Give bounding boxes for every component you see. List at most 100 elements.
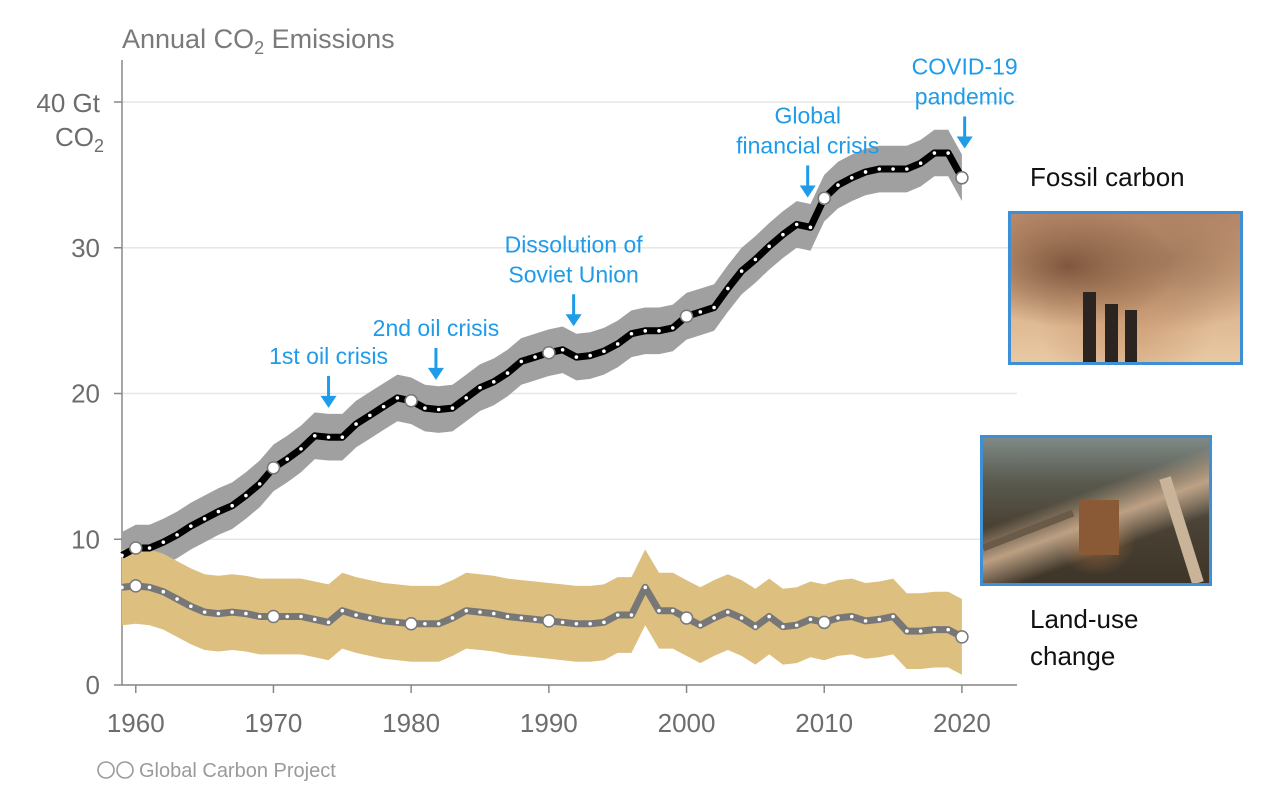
data-point bbox=[285, 457, 290, 461]
data-point bbox=[423, 621, 427, 626]
data-point bbox=[147, 546, 152, 550]
data-point bbox=[519, 616, 524, 620]
data-point bbox=[368, 616, 372, 620]
highlight-point bbox=[266, 609, 281, 624]
annotation-label: COVID-19 bbox=[912, 53, 1018, 79]
highlight-point bbox=[266, 461, 281, 475]
data-point bbox=[312, 617, 317, 622]
highlight-point bbox=[129, 541, 143, 555]
data-point bbox=[326, 620, 331, 625]
tree-stump bbox=[1079, 500, 1119, 555]
data-point bbox=[946, 627, 950, 632]
x-tick-label: 1960 bbox=[107, 708, 165, 738]
data-point bbox=[670, 326, 675, 330]
data-point bbox=[877, 617, 882, 622]
data-point bbox=[698, 310, 703, 314]
data-point bbox=[381, 619, 386, 623]
annotation-arrowhead bbox=[320, 395, 337, 408]
data-point bbox=[629, 613, 634, 617]
chimney-3 bbox=[1125, 310, 1137, 362]
data-point bbox=[147, 585, 152, 590]
data-point bbox=[753, 257, 758, 262]
data-point bbox=[560, 620, 565, 625]
data-point bbox=[905, 167, 909, 171]
highlight-point bbox=[817, 191, 831, 205]
data-point bbox=[202, 517, 207, 521]
smokestacks-photo bbox=[1008, 211, 1243, 365]
data-point bbox=[836, 616, 840, 620]
credit-text: Global Carbon Project bbox=[139, 760, 336, 782]
y-tick-label: 10 bbox=[71, 524, 100, 554]
highlight-point bbox=[129, 579, 143, 593]
highlight-point bbox=[955, 630, 969, 644]
data-point bbox=[423, 406, 427, 410]
data-point bbox=[257, 482, 262, 486]
data-point bbox=[574, 355, 579, 359]
deforestation-photo bbox=[980, 435, 1212, 586]
data-point bbox=[574, 621, 579, 626]
credit: Global Carbon Project bbox=[97, 760, 336, 782]
annotation-arrowhead bbox=[956, 136, 973, 149]
data-point bbox=[533, 617, 537, 622]
data-point bbox=[120, 553, 124, 558]
data-point bbox=[505, 614, 510, 619]
data-point bbox=[189, 604, 193, 609]
data-point bbox=[657, 329, 661, 333]
data-point bbox=[794, 222, 799, 227]
data-point bbox=[491, 380, 496, 384]
annotation-label: Soviet Union bbox=[508, 261, 638, 287]
deforestation-drawing bbox=[983, 476, 1204, 583]
data-point bbox=[643, 329, 648, 333]
y-axis-unit-subscript: 2 bbox=[94, 136, 104, 156]
y-axis-label-top: 40 Gt bbox=[36, 88, 100, 118]
data-point bbox=[395, 396, 400, 400]
data-point bbox=[670, 608, 675, 613]
data-point bbox=[354, 613, 358, 617]
x-tick-label: 1980 bbox=[382, 708, 440, 738]
data-point bbox=[615, 613, 620, 617]
annotation-label: Dissolution of bbox=[505, 231, 644, 257]
data-point bbox=[767, 614, 771, 619]
data-point bbox=[794, 623, 799, 628]
y-axis-unit-main: CO bbox=[55, 122, 94, 152]
cc-icon bbox=[97, 761, 115, 779]
data-point bbox=[905, 629, 909, 633]
data-point bbox=[285, 614, 290, 619]
highlight-point bbox=[817, 615, 831, 630]
data-point bbox=[340, 608, 345, 613]
data-point bbox=[450, 616, 455, 620]
data-point bbox=[932, 151, 937, 155]
data-point bbox=[739, 269, 744, 273]
data-point bbox=[863, 619, 868, 623]
annotation-label: financial crisis bbox=[736, 132, 879, 158]
data-point bbox=[299, 614, 303, 619]
chart-title-main: Annual CO bbox=[122, 24, 254, 54]
series-label-land-line1: Land-use bbox=[1030, 604, 1138, 634]
highlight-point bbox=[679, 309, 694, 324]
highlight-point bbox=[955, 171, 969, 185]
chart-title: Annual CO2 Emissions bbox=[122, 24, 395, 58]
series-label-fossil: Fossil carbon bbox=[1030, 162, 1185, 192]
data-point bbox=[836, 183, 840, 187]
chart-title-subscript: 2 bbox=[254, 38, 264, 58]
data-point bbox=[368, 413, 372, 418]
x-tick-label: 1990 bbox=[520, 708, 578, 738]
y-tick-label: 30 bbox=[71, 233, 100, 263]
data-point bbox=[202, 610, 207, 614]
data-point bbox=[326, 435, 331, 440]
data-point bbox=[478, 385, 482, 390]
annotation-arrowhead bbox=[427, 367, 444, 380]
x-tick-label: 2000 bbox=[658, 708, 716, 738]
data-point bbox=[533, 355, 537, 359]
data-point bbox=[891, 167, 895, 171]
data-point bbox=[161, 540, 166, 544]
data-point bbox=[436, 621, 441, 626]
data-point bbox=[464, 608, 469, 613]
data-point bbox=[615, 342, 620, 346]
fallen-log-2 bbox=[983, 509, 1075, 552]
data-point bbox=[767, 244, 771, 249]
data-point bbox=[753, 624, 758, 629]
data-point bbox=[726, 286, 730, 291]
